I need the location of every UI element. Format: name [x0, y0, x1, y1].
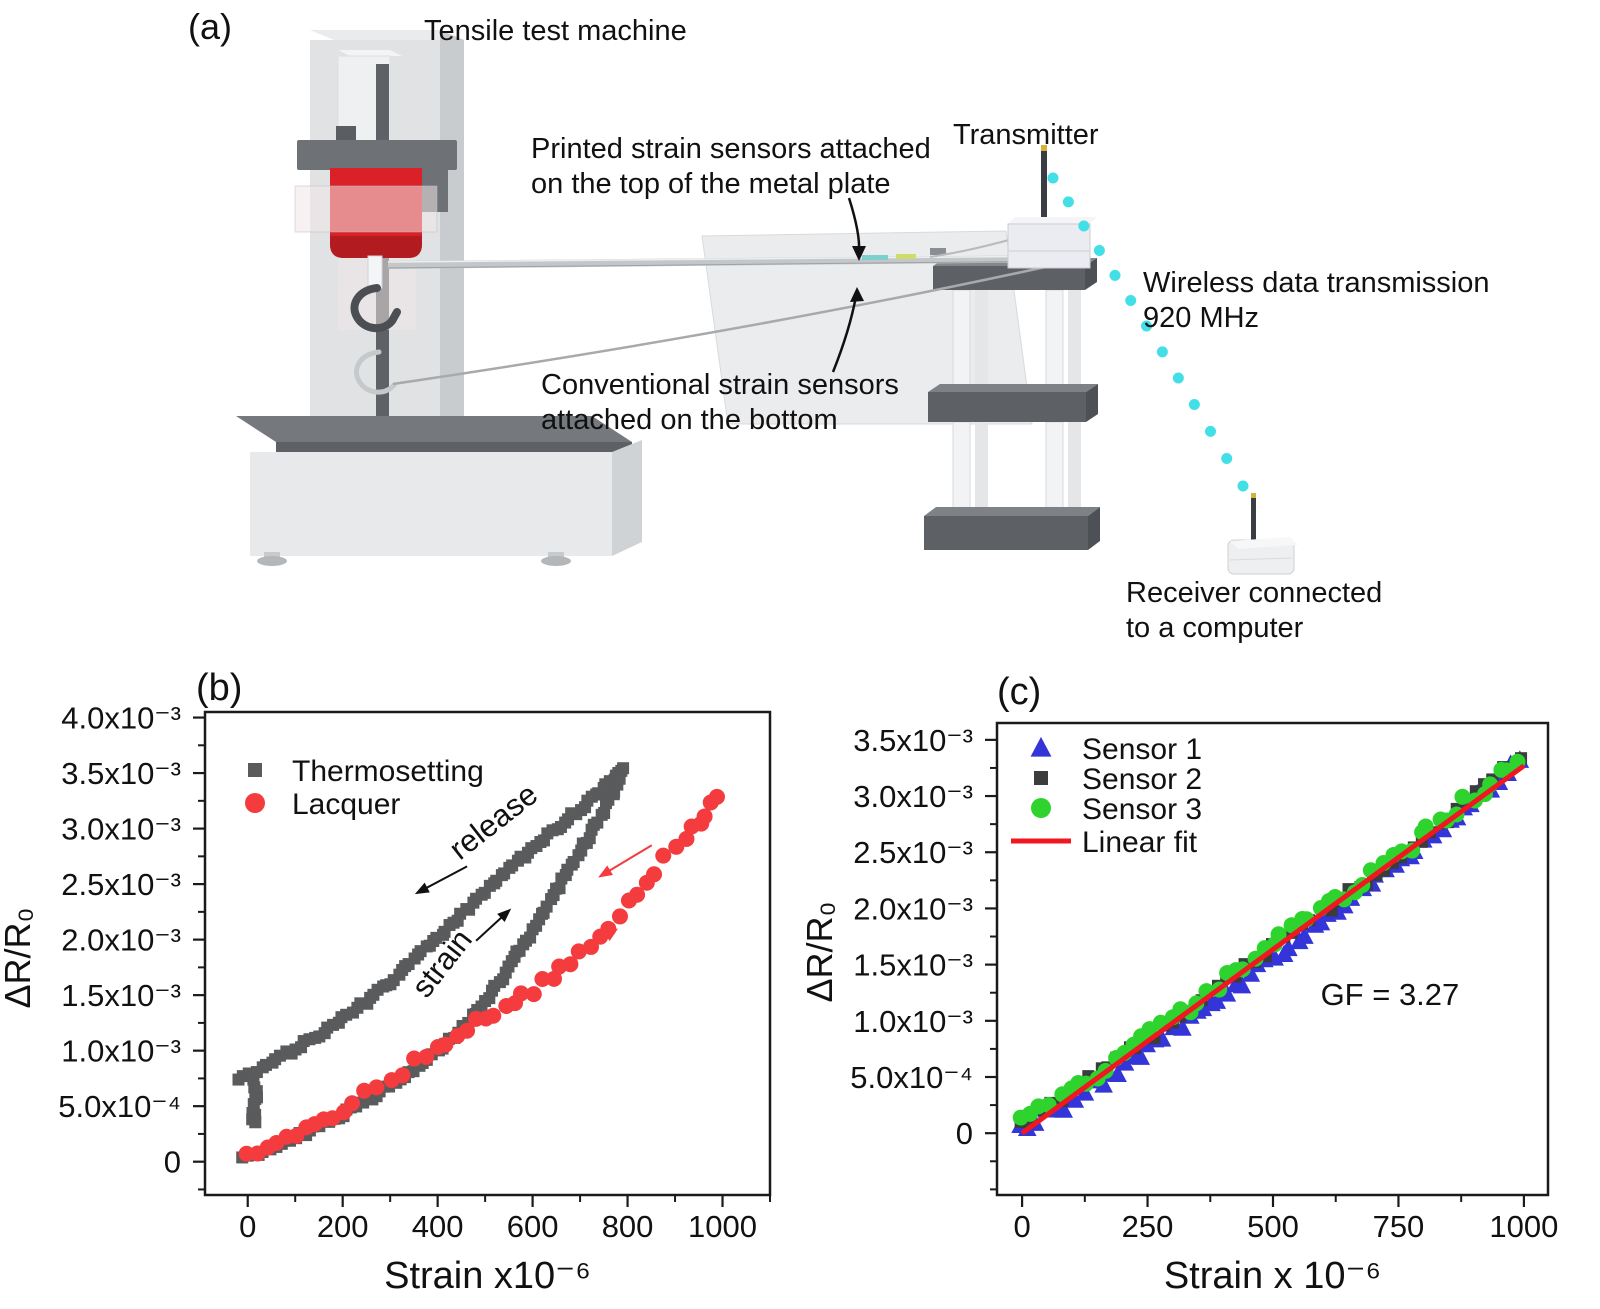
legend-label: Sensor 2: [1082, 763, 1202, 796]
y-tick-label: 5.0x10⁻⁴: [58, 1089, 181, 1124]
legend-label: Lacquer: [292, 788, 400, 821]
tensile-machine-label: Tensile test machine: [424, 15, 687, 47]
legend-label: Thermosetting: [292, 755, 484, 788]
panel-letter-b: (b): [196, 667, 242, 709]
y-tick-label: 0: [956, 1116, 973, 1151]
y-tick-label: 0: [164, 1145, 181, 1180]
annotation-text: GF = 3.27: [1321, 977, 1460, 1012]
y-tick-label: 2.5x10⁻³: [853, 835, 973, 870]
x-tick-label: 800: [602, 1209, 654, 1244]
y-axis-label-c: ΔR/R₀: [799, 902, 840, 1003]
chart-c: 0 250 500 750 1000 0 5.0x10⁻⁴ 1.0x10⁻³ 1.5x10⁻³ 2…: [799, 671, 1558, 1297]
series-lacquer: [238, 788, 725, 1162]
x-tick-label: 250: [1122, 1209, 1174, 1244]
y-tick-label: 4.0x10⁻³: [61, 701, 181, 736]
metal-plate: [387, 239, 1073, 386]
plot-frame-b: [203, 710, 772, 1197]
lower-hook: [354, 349, 397, 395]
x-tick-label: 0: [239, 1209, 256, 1244]
y-tick-label: 1.0x10⁻³: [61, 1034, 181, 1069]
x-tick-label: 500: [1247, 1209, 1299, 1244]
x-tick-label: 600: [507, 1209, 559, 1244]
upper-hook: [350, 284, 401, 332]
y-tick-label: 2.0x10⁻³: [853, 891, 973, 926]
transmitter-box: [1007, 145, 1097, 269]
y-tick-label: 2.0x10⁻³: [61, 923, 181, 958]
receiver-box: [1227, 493, 1298, 575]
x-tick-label: 1000: [1489, 1209, 1558, 1244]
chart-b: 0 200 400 600 800 1000 0 5.0x10⁻⁴ 1.0x10⁻³ 1.5x10…: [0, 667, 772, 1297]
receiver-antenna: [1251, 497, 1256, 541]
y-tick-label: 3.5x10⁻³: [61, 756, 181, 791]
y-tick-label: 3.0x10⁻³: [853, 779, 973, 814]
panel-a-letter: (a): [188, 6, 232, 47]
y-tick-label: 1.0x10⁻³: [853, 1004, 973, 1039]
x-tick-label: 0: [1013, 1209, 1030, 1244]
x-axis-label-b: Strain x10⁻⁶: [384, 1255, 591, 1297]
printed-sensor-mark: [862, 255, 888, 260]
wireless-label: Wireless data transmission 920 MHz: [1143, 267, 1490, 335]
panel-letter-c: (c): [997, 671, 1041, 713]
printed-sensors-label: Printed strain sensors attached on the t…: [531, 133, 931, 201]
x-tick-label: 750: [1373, 1209, 1425, 1244]
y-axis-label-b: ΔR/R₀: [0, 908, 38, 1009]
y-tick-label: 2.5x10⁻³: [61, 867, 181, 902]
transmitter-antenna: [1041, 150, 1047, 224]
tensile-test-machine: [236, 30, 642, 566]
x-tick-label: 1000: [688, 1209, 757, 1244]
wireless-signal-dots: [1047, 172, 1249, 492]
y-tick-label: 1.5x10⁻³: [61, 978, 181, 1013]
transmitter-label: Transmitter: [953, 119, 1099, 151]
receiver-label: Receiver connected to a computer: [1126, 577, 1383, 645]
label-arrows: [831, 197, 866, 373]
panel-a-illustration: [236, 30, 1298, 575]
x-tick-label: 400: [412, 1209, 464, 1244]
legend-label: Sensor 1: [1082, 733, 1202, 766]
y-tick-label: 3.0x10⁻³: [61, 812, 181, 847]
legend-label: Linear fit: [1082, 826, 1198, 859]
conventional-sensors-label: Conventional strain sensors attached on …: [541, 369, 899, 437]
printed-sensor-mark: [896, 254, 916, 259]
y-tick-label: 5.0x10⁻⁴: [850, 1060, 973, 1095]
x-tick-label: 200: [317, 1209, 369, 1244]
y-tick-label: 1.5x10⁻³: [853, 948, 973, 983]
y-tick-label: 3.5x10⁻³: [853, 723, 973, 758]
series-linear-fit: [1020, 763, 1526, 1136]
legend-label: Sensor 3: [1082, 793, 1202, 826]
x-axis-label-c: Strain x 10⁻⁶: [1164, 1255, 1381, 1297]
